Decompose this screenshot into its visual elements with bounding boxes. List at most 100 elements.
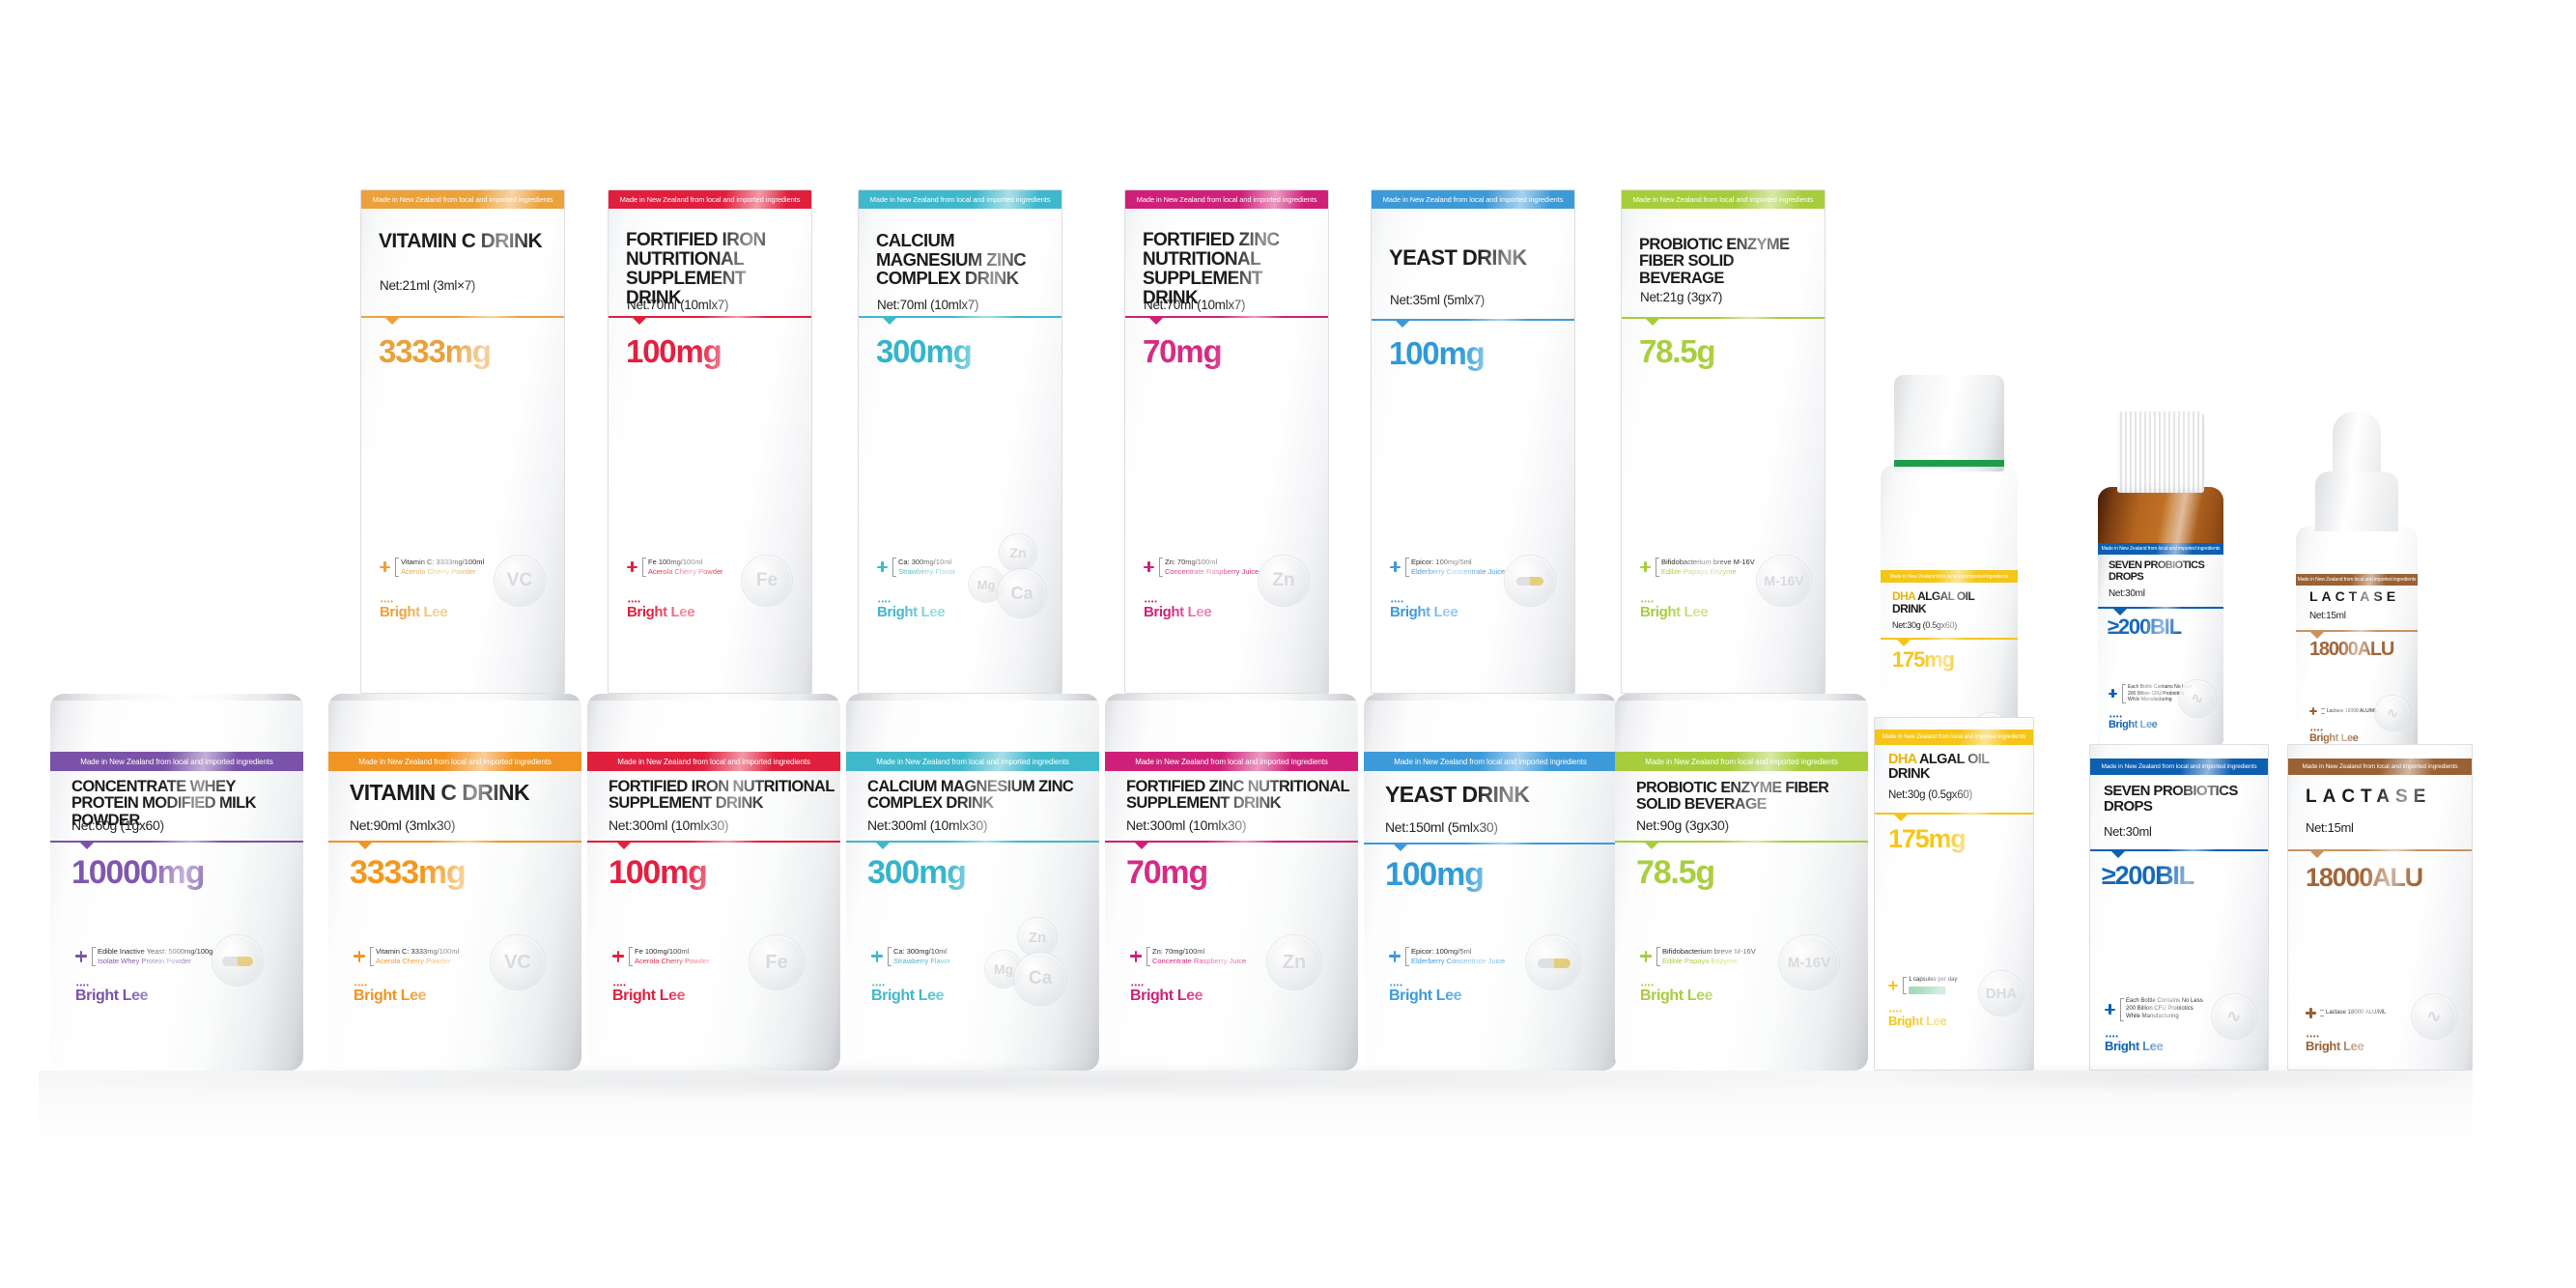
net-weight: Net:70ml (10mlx7) [1144,298,1246,312]
bottle-cap[interactable] [1894,375,2004,472]
ingredient-callout: Fe 100mg/100ml Acerola Cherry Powder [627,558,723,577]
product-iron-sachet[interactable]: Made in New Zealand from local and impor… [608,189,812,694]
plus-icon [871,950,883,962]
plus-icon [2109,689,2117,699]
ingredient-line-2: 200 Billion CFU Probiotics [2126,1005,2194,1012]
dose-value: 100mg [609,854,708,891]
product-probiotic-drops-bottle[interactable]: Made in New Zealand from local and impor… [2098,412,2223,746]
dose-value: 3333mg [379,333,492,369]
jar-lid[interactable] [1105,694,1358,701]
product-title: FORTIFIED ZINC NUTRITIONAL SUPPLEMENT DR… [1126,778,1349,813]
product-cal-mag-zinc-sachet[interactable]: Made in New Zealand from local and impor… [858,189,1062,694]
product-yeast-jar[interactable]: Made in New Zealand from local and impor… [1364,694,1617,1071]
accent-rule [1125,316,1328,325]
ingredient-callout: Each Bottle Contains No Less 200 Billion… [2105,998,2203,1021]
dropper-cap[interactable] [2117,412,2204,493]
jar-lid[interactable] [1364,694,1617,701]
dose-value: 78.5g [1636,854,1715,891]
product-yeast-sachet[interactable]: Made in New Zealand from local and impor… [1371,189,1575,694]
brand-dots: •••• [2106,1034,2119,1041]
product-title: VITAMIN C DRINK [379,230,543,252]
ingredient-bracket: Epicor: 100mg/5ml Elderberry Concentrate… [1405,558,1505,577]
accent-rule [1372,319,1574,328]
ingredient-callout: Ca: 300mg/10ml Strawberry Flavor [877,558,955,577]
net-weight: Net:60g (1gx60) [71,817,164,833]
ingredient-line-2: Acerola Cherry Powder [635,956,710,965]
brand-logo: •••• Bright Lee [1390,599,1458,620]
product-vitamin-c-sachet[interactable]: Made in New Zealand from local and impor… [360,189,565,694]
ingredient-bracket: Bifidobacterium breve M-16V Edible Papay… [1656,558,1755,577]
ingredient-line-2: Concentrate Raspberry Juice [1165,566,1260,576]
dose-value: 78.5g [1639,333,1716,369]
product-dha-carton[interactable]: Made in New Zealand from local and impor… [1874,717,2034,1071]
product-probiotic-drops-carton[interactable]: Made in New Zealand from local and impor… [2089,744,2269,1071]
product-lactase-bottle[interactable]: Made in New Zealand from local and impor… [2296,412,2418,750]
product-zinc-jar[interactable]: Made in New Zealand from local and impor… [1105,694,1358,1071]
product-whey-protein-jar[interactable]: Made in New Zealand from local and impor… [50,694,303,1071]
net-weight: Net:70ml (10mlx7) [627,298,729,312]
bottle-body: Made in New Zealand from local and impor… [1881,464,2018,744]
brand-name: Bright Lee [2306,1039,2364,1053]
ingredient-callout: Bifidobacterium breve M-16V Edible Papay… [1640,558,1755,577]
brand-name: Bright Lee [1130,987,1203,1004]
carton-face: Made in New Zealand from local and impor… [2287,744,2473,1071]
plus-icon [612,950,624,962]
brand-name: Bright Lee [1640,604,1709,620]
brand-name: Bright Lee [612,987,686,1004]
dropper-nozzle-cap[interactable] [2333,412,2381,483]
jar-lid[interactable] [846,694,1099,701]
product-probiotic-sachet[interactable]: Made in New Zealand from local and impor… [1621,189,1826,694]
plus-icon [1390,561,1401,573]
ingredient-bracket: Vitamin C: 3333mg/100ml Acerola Cherry P… [370,947,459,966]
ingredient-bracket: Fe 100mg/100ml Acerola Cherry Powder [642,558,723,577]
brand-dots: •••• [381,599,394,606]
ingredient-callout: Epicor: 100mg/5ml Elderberry Concentrate… [1389,947,1505,966]
emblem-gut-icon: ∿ [2412,994,2456,1039]
plus-icon [380,561,390,573]
jar-face: Made in New Zealand from local and impor… [1364,694,1617,1071]
made-in-stripe: Made in New Zealand from local and impor… [846,752,1099,771]
plus-icon [2309,707,2317,715]
product-vitamin-c-jar[interactable]: Made in New Zealand from local and impor… [328,694,581,1071]
jar-lid[interactable] [587,694,840,701]
brand-dots: •••• [1131,983,1145,989]
jar-lid[interactable] [328,694,581,701]
accent-rule [1875,813,2033,821]
bottle-body: Made in New Zealand from local and impor… [2296,526,2418,750]
emblem-m16v-icon: M-16V [1757,556,1811,606]
product-title: SEVEN PROBIOTICS DROPS [2109,559,2205,583]
dose-value: 3333mg [350,854,467,891]
ingredient-line-1: Zn: 70mg/100ml [1165,558,1218,566]
dose-value: 100mg [626,333,722,369]
jar-lid[interactable] [50,694,303,701]
brand-dots: •••• [76,983,90,989]
jar-lid[interactable] [1615,694,1868,701]
product-lactase-carton[interactable]: Made in New Zealand from local and impor… [2287,744,2473,1071]
ingredient-bracket: Lactase 18000 ALU/ML [2321,707,2377,715]
product-probiotic-jar[interactable]: Made in New Zealand from local and impor… [1615,694,1868,1071]
ingredient-callout: 1 capsules per day [1888,977,1957,994]
made-in-stripe: Made in New Zealand from local and impor… [1125,190,1328,209]
product-zinc-sachet[interactable]: Made in New Zealand from local and impor… [1124,189,1329,694]
brand-logo: •••• Bright Lee [627,599,695,620]
brand-logo: •••• Bright Lee [1389,983,1462,1005]
product-iron-jar[interactable]: Made in New Zealand from local and impor… [587,694,840,1071]
emblem-ca-icon: Ca [1014,953,1066,1005]
ingredient-bracket: Each Bottle Contains No Less 200 Billion… [2120,998,2203,1021]
accent-rule [1622,317,1825,326]
capsule-glyph [222,957,253,966]
floor-reflection [39,1071,2473,1177]
label-panel: SEVEN PROBIOTICS DROPS Net:30ml ≥200BIL … [2098,555,2223,746]
emblem-gut-icon: ∿ [2179,680,2216,717]
brand-logo: •••• Bright Lee [871,983,945,1005]
made-in-stripe: Made in New Zealand from local and impor… [50,752,303,771]
product-cal-mag-zinc-jar[interactable]: Made in New Zealand from local and impor… [846,694,1099,1071]
product-dha-bottle[interactable]: Made in New Zealand from local and impor… [1881,375,2018,744]
brand-dots: •••• [1391,599,1404,606]
plus-icon [1888,980,1898,990]
ingredient-line-1: Vitamin C: 3333mg/100ml [401,558,485,566]
dose-value: 18000ALU [2309,639,2394,660]
ingredient-line-2: Edible Papaya Enzyme [1662,956,1738,965]
accent-rule [1881,638,2018,644]
ingredient-line-2: Strawberry Flavor [893,956,951,965]
